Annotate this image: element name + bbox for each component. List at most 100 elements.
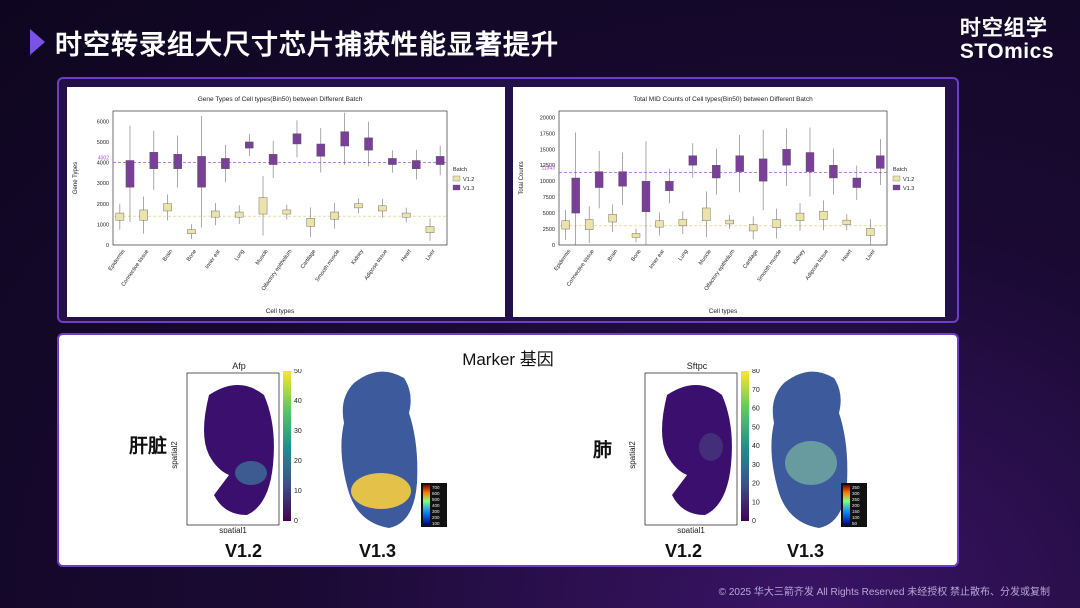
x-tick-label: Connective tissue xyxy=(121,249,151,288)
y-tick-label: 10000 xyxy=(540,179,555,185)
x-tick-label: Muscle xyxy=(255,249,270,267)
lung-v12-colorbar-bar xyxy=(741,371,749,521)
x-tick-label: Inner ear xyxy=(649,249,667,271)
x-tick-label: Heart xyxy=(841,248,854,263)
box-V1.2 xyxy=(631,233,641,238)
box-V1.3 xyxy=(618,171,627,187)
colorbar-tick-label: 50 xyxy=(294,369,302,375)
liver-v12-colorbar-bar xyxy=(283,371,291,521)
legend-swatch xyxy=(892,184,901,191)
legend-label: V1.3 xyxy=(903,186,914,192)
liver-v13-colorbar-bar xyxy=(423,485,430,525)
box-V1.2 xyxy=(330,211,339,220)
colorbar-tick-label: 0 xyxy=(752,518,756,525)
lung-v12-colorbar: 0 10 20 30 40 50 60 70 80 xyxy=(741,369,760,525)
mid-counts-chart: Total MID Counts of Cell types(Bin50) be… xyxy=(513,87,945,317)
box-V1.3 xyxy=(149,152,159,169)
colorbar-tick-label: 30 xyxy=(752,462,760,469)
box-V1.2 xyxy=(795,212,805,221)
organ-label-lung: 肺 xyxy=(593,440,613,461)
colorbar-tick-label: 80 xyxy=(752,369,760,375)
x-tick-label: Epidermis xyxy=(553,249,572,273)
liver-v13-hotspot xyxy=(351,473,411,509)
y-tick-label: 17500 xyxy=(540,131,555,137)
x-tick-label: Heart xyxy=(400,248,413,263)
box-V1.3 xyxy=(173,154,182,169)
x-tick-label: Adipose tissue xyxy=(805,249,830,282)
y-tick-label: 3000 xyxy=(97,181,109,187)
gene-types-chart-svg: Gene Types of Cell types(Bin50) between … xyxy=(73,96,474,315)
legend-label: V1.2 xyxy=(463,177,474,183)
x-tick-label: Inner ear xyxy=(204,249,222,271)
x-tick-label: Cartilage xyxy=(300,249,318,270)
chart-title: Total MID Counts of Cell types(Bin50) be… xyxy=(633,96,813,103)
y-tick-label: 0 xyxy=(106,243,109,249)
box-V1.3 xyxy=(197,156,206,188)
box-V1.3 xyxy=(735,155,744,172)
x-axis-label: Cell types xyxy=(266,308,295,315)
box-V1.2 xyxy=(584,219,594,230)
liver-v13-label: V1.3 xyxy=(359,541,397,561)
x-tick-label: Lung xyxy=(678,249,690,262)
box-V1.3 xyxy=(876,155,885,169)
chevron-right-icon xyxy=(30,29,45,55)
lung-v13-plot xyxy=(771,371,848,528)
box-V1.2 xyxy=(425,226,435,233)
y-tick-label: 4000 xyxy=(97,161,109,167)
liver-v12-colorbar-ticks: 0 10 20 30 40 50 xyxy=(294,369,302,525)
colorbar-tick-label: 50 xyxy=(852,521,858,526)
box-V1.3 xyxy=(688,155,698,166)
colorbar-tick-label: 20 xyxy=(294,458,302,465)
organ-label-liver: 肝脏 xyxy=(129,436,168,457)
box-V1.3 xyxy=(388,158,397,165)
box-V1.2 xyxy=(306,217,315,227)
box-V1.2 xyxy=(115,212,125,221)
mid-counts-chart-svg: Total MID Counts of Cell types(Bin50) be… xyxy=(519,96,914,315)
box-V1.3 xyxy=(245,141,254,149)
legend-title: Batch xyxy=(453,167,467,173)
colorbar-tick-label: 10 xyxy=(752,499,760,506)
plot-frame xyxy=(112,110,448,246)
y-tick-label: 2000 xyxy=(97,202,109,208)
box-V1.3 xyxy=(364,137,373,151)
colorbar-tick-label: 200 xyxy=(852,503,860,508)
box-V1.2 xyxy=(234,211,244,218)
x-tick-label: Liver xyxy=(865,249,877,262)
box-V1.2 xyxy=(258,197,268,215)
box-V1.2 xyxy=(354,203,363,209)
box-V1.2 xyxy=(608,214,617,223)
y-tick-label: 7500 xyxy=(543,195,555,201)
legend-swatch xyxy=(892,175,901,182)
lung-v13-label: V1.3 xyxy=(787,541,825,561)
colorbar-tick-label: 100 xyxy=(852,515,860,520)
lung-v12-colorbar-ticks: 0 10 20 30 40 50 60 70 80 xyxy=(752,369,760,525)
y-tick-label: 5000 xyxy=(543,211,555,217)
logo-en: STOmics xyxy=(959,40,1054,63)
x-tick-label: Liver xyxy=(425,249,437,262)
box-V1.2 xyxy=(748,224,758,232)
box-V1.2 xyxy=(378,205,387,212)
liver-v12-colorbar: 0 10 20 30 40 50 xyxy=(283,369,302,525)
x-tick-label: Epidermis xyxy=(108,249,127,273)
x-tick-label: Smooth muscle xyxy=(315,249,342,283)
gene-types-chart: Gene Types of Cell types(Bin50) between … xyxy=(67,87,505,317)
box-V1.2 xyxy=(163,203,172,212)
box-V1.3 xyxy=(665,180,674,191)
x-tick-label: Kidney xyxy=(792,249,807,266)
page-title: 时空转录组大尺寸芯片捕获性能显著提升 xyxy=(55,29,559,60)
liver-v12-embryo xyxy=(204,385,274,515)
y-tick-label: 1000 xyxy=(97,222,109,228)
liver-v12-label: V1.2 xyxy=(225,541,263,561)
y-tick-label: 5000 xyxy=(97,140,109,146)
liver-v12-xlabel: spatial1 xyxy=(219,526,247,533)
ref-line-v13-label: 4002 xyxy=(98,155,109,161)
colorbar-tick-label: 200 xyxy=(432,515,440,520)
y-tick-label: 6000 xyxy=(97,119,109,125)
colorbar-tick-label: 10 xyxy=(294,488,302,495)
y-tick-label: 15000 xyxy=(540,147,555,153)
chart-title: Gene Types of Cell types(Bin50) between … xyxy=(198,96,363,103)
x-tick-label: Bone xyxy=(630,249,642,263)
colorbar-tick-label: 20 xyxy=(752,481,760,488)
box-V1.2 xyxy=(819,210,828,220)
